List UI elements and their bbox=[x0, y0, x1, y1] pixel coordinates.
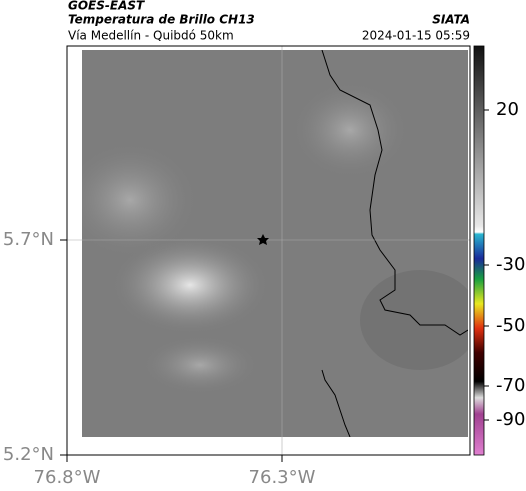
lat-label: 5.7°N bbox=[3, 229, 54, 250]
lon-label: 76.8°W bbox=[34, 467, 101, 488]
colorbar-label: 20 bbox=[496, 99, 519, 120]
location-marker bbox=[257, 234, 269, 245]
colorbar-label: -70 bbox=[496, 375, 525, 396]
satellite-image bbox=[82, 50, 468, 437]
colorbar-label: -50 bbox=[496, 315, 525, 336]
source: SIATA bbox=[432, 13, 470, 27]
lon-label: 76.3°W bbox=[249, 467, 316, 488]
timestamp: 2024-01-15 05:59 bbox=[362, 29, 470, 43]
title: GOES-EAST bbox=[68, 0, 145, 13]
colorbar-label: -90 bbox=[496, 409, 525, 430]
lat-label: 5.2°N bbox=[3, 444, 54, 465]
colorbar-label: -30 bbox=[496, 254, 525, 275]
map-border bbox=[66, 45, 471, 456]
subtitle: Temperatura de Brillo CH13 bbox=[68, 13, 255, 27]
axis-labels: 5.7°N 5.2°N76.8°W 76.3°W bbox=[3, 229, 316, 488]
region: Vía Medellín - Quibdó 50km bbox=[68, 29, 234, 43]
colorbar-ticks: 20 -30 -50 -70 -90 bbox=[484, 99, 525, 430]
colorbar bbox=[473, 45, 485, 456]
